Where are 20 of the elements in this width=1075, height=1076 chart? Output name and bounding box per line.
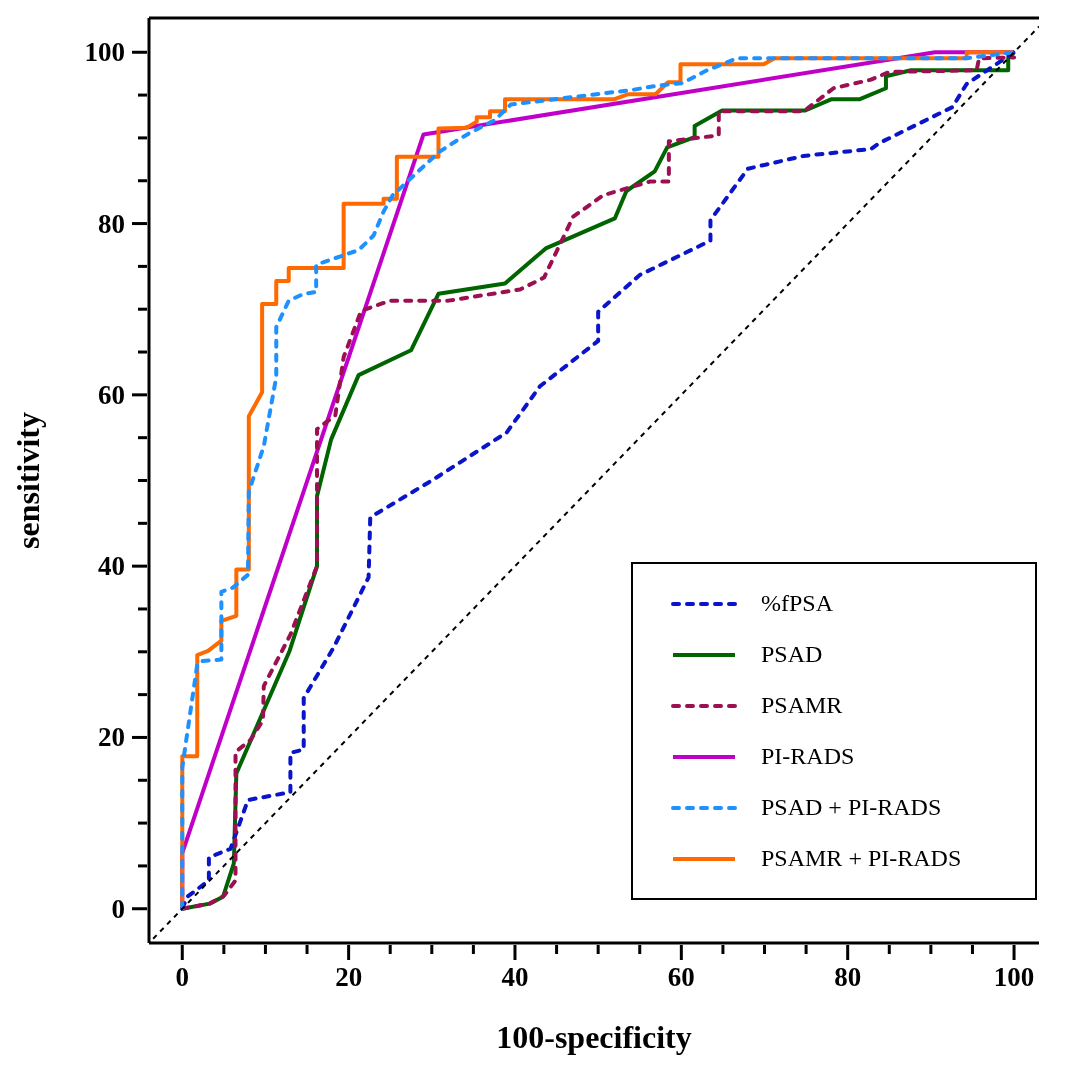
y-tick-label: 20 (98, 722, 125, 753)
x-tick-label: 20 (335, 962, 363, 993)
y-tick-label: 80 (98, 208, 125, 239)
x-tick-label: 100 (993, 962, 1035, 993)
x-axis-title: 100-specificity (496, 1019, 692, 1055)
y-tick-label: 40 (98, 551, 125, 582)
legend-label: PI-RADS (761, 743, 855, 770)
x-tick-label: 0 (175, 962, 190, 993)
x-tick-label: 60 (667, 962, 695, 993)
x-tick-label: 80 (834, 962, 862, 993)
legend-label: %fPSA (761, 590, 834, 617)
y-tick-label: 0 (111, 893, 125, 924)
y-axis-title: sensitivity (10, 412, 47, 549)
legend-label: PSAMR (761, 692, 843, 719)
y-tick-label: 100 (84, 37, 125, 68)
legend-label: PSAMR + PI-RADS (761, 845, 962, 872)
legend-label: PSAD + PI-RADS (761, 794, 942, 821)
legend-label: PSAD (761, 641, 823, 668)
y-tick-label: 60 (98, 379, 125, 410)
x-tick-label: 40 (501, 962, 529, 993)
